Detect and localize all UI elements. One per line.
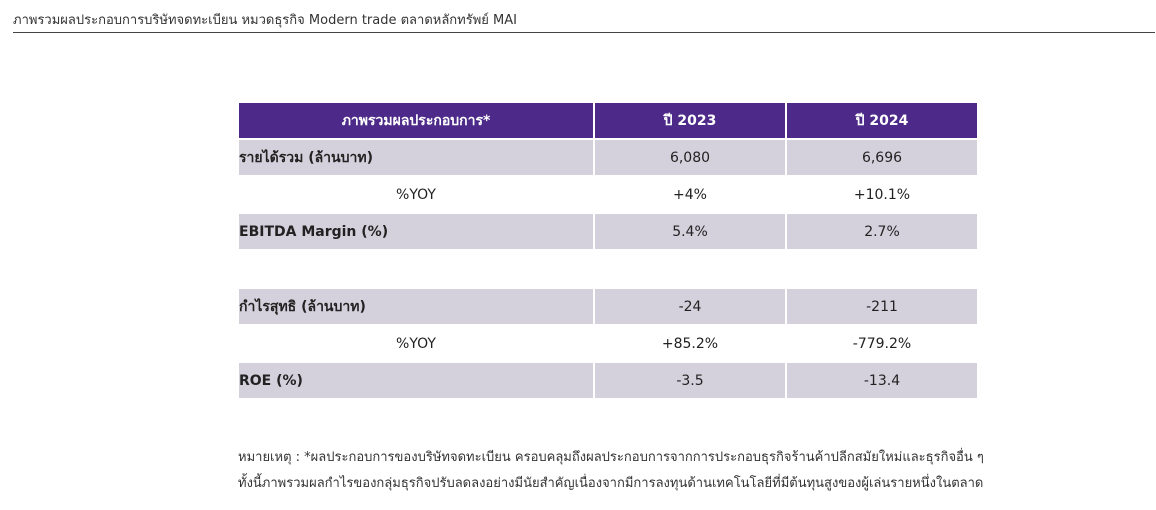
row-label: รายได้รวม (ล้านบาท) xyxy=(239,140,593,175)
table-row-revenue-yoy: %YOY +4% +10.1% xyxy=(239,177,977,212)
row-value-2024: +10.1% xyxy=(787,177,977,212)
footnote: หมายเหตุ : *ผลประกอบการของบริษัทจดทะเบีย… xyxy=(238,445,1038,497)
row-value-2024: -211 xyxy=(787,289,977,324)
page-title: ภาพรวมผลประกอบการบริษัทจดทะเบียน หมวดธุร… xyxy=(13,13,517,28)
row-label: EBITDA Margin (%) xyxy=(239,214,593,249)
row-value-2024: -779.2% xyxy=(787,326,977,361)
row-value-2024: -13.4 xyxy=(787,363,977,398)
table-row-roe: ROE (%) -3.5 -13.4 xyxy=(239,363,977,398)
row-value-2024: 2.7% xyxy=(787,214,977,249)
row-value-2023: 6,080 xyxy=(595,140,785,175)
header-divider xyxy=(13,32,1155,33)
footnote-line-2: ทั้งนี้ภาพรวมผลกำไรของกลุ่มธุรกิจปรับลดล… xyxy=(238,476,984,491)
table-row-ebitda-margin: EBITDA Margin (%) 5.4% 2.7% xyxy=(239,214,977,249)
table-spacer-row xyxy=(239,251,977,287)
table-row-net-profit-yoy: %YOY +85.2% -779.2% xyxy=(239,326,977,361)
row-value-2023: -3.5 xyxy=(595,363,785,398)
row-value-2023: 5.4% xyxy=(595,214,785,249)
table-row-revenue: รายได้รวม (ล้านบาท) 6,080 6,696 xyxy=(239,140,977,175)
row-label: ROE (%) xyxy=(239,363,593,398)
row-value-2023: +4% xyxy=(595,177,785,212)
row-value-2024: 6,696 xyxy=(787,140,977,175)
row-label: กำไรสุทธิ (ล้านบาท) xyxy=(239,289,593,324)
column-header-2023: ปี 2023 xyxy=(595,103,785,138)
row-value-2023: -24 xyxy=(595,289,785,324)
row-label: %YOY xyxy=(239,326,593,361)
row-label: %YOY xyxy=(239,177,593,212)
table-header-row: ภาพรวมผลประกอบการ* ปี 2023 ปี 2024 xyxy=(239,103,977,138)
footnote-line-1: หมายเหตุ : *ผลประกอบการของบริษัทจดทะเบีย… xyxy=(238,450,984,465)
column-header-2024: ปี 2024 xyxy=(787,103,977,138)
column-header-metric: ภาพรวมผลประกอบการ* xyxy=(239,103,593,138)
table-row-net-profit: กำไรสุทธิ (ล้านบาท) -24 -211 xyxy=(239,289,977,324)
row-value-2023: +85.2% xyxy=(595,326,785,361)
performance-table: ภาพรวมผลประกอบการ* ปี 2023 ปี 2024 รายได… xyxy=(237,101,979,400)
